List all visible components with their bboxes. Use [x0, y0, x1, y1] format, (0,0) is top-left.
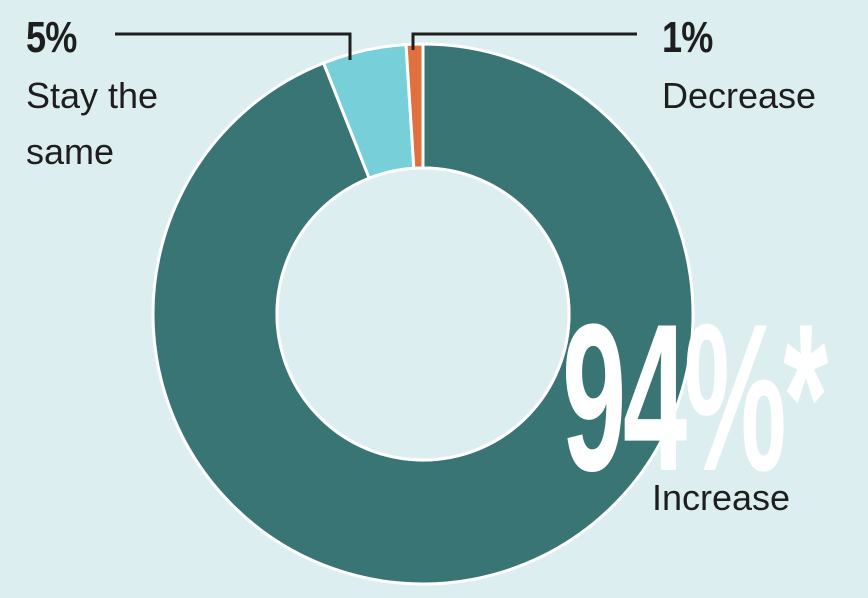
stay-category-label-line2: same [26, 131, 115, 172]
stay-category-label-line1: Stay the [26, 75, 159, 116]
donut-hole [275, 166, 571, 462]
increase-category-label: Increase [652, 477, 791, 518]
decrease-leader-line [411, 32, 637, 50]
increase-percent-label: 94%* [562, 280, 828, 515]
stay-leader-line [115, 32, 352, 60]
stay-percent-label: 5% [26, 13, 77, 62]
decrease-category-label: Decrease [662, 75, 817, 116]
decrease-percent-label: 1% [662, 13, 713, 62]
